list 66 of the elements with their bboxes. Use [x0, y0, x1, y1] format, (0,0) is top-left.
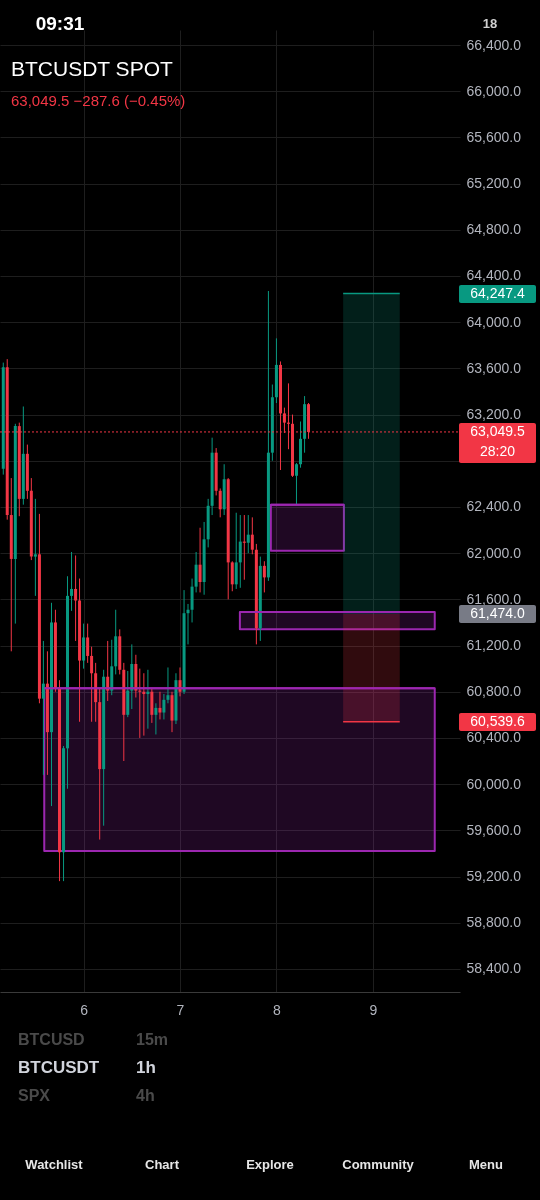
candlestick — [138, 668, 142, 739]
candlestick — [150, 687, 154, 724]
candlestick — [70, 551, 74, 612]
candlestick — [198, 527, 202, 593]
y-tick-label: 63,600.0 — [466, 359, 522, 376]
y-tick-label: 59,200.0 — [466, 868, 522, 885]
candlestick — [294, 462, 298, 506]
y-tick-label: 61,200.0 — [466, 637, 522, 654]
candlestick — [238, 514, 242, 589]
text: 64,247.4 — [470, 285, 525, 301]
y-tick-label: 58,400.0 — [466, 960, 522, 977]
y-tick-label: 63,200.0 — [466, 406, 522, 423]
text: 28:20 — [479, 442, 516, 459]
candlestick — [82, 623, 86, 670]
y-tick-label: 64,000.0 — [466, 313, 522, 330]
text: Community — [342, 1157, 415, 1172]
candlestick — [218, 487, 222, 518]
y-tick-label: 64,400.0 — [466, 267, 522, 284]
candlestick — [242, 514, 246, 581]
text: Explore — [246, 1157, 294, 1172]
candlestick — [250, 516, 254, 555]
y-tick-label: 60,400.0 — [466, 729, 522, 746]
y-tick-label: 65,200.0 — [466, 175, 522, 192]
y-tick-label: 59,600.0 — [466, 821, 522, 838]
y-tick-label: 60,000.0 — [466, 775, 522, 792]
text: SPX — [18, 1087, 51, 1104]
y-tick-label: 61,600.0 — [466, 590, 522, 607]
candlestick — [86, 623, 90, 664]
candlestick — [90, 646, 94, 723]
text: BTCUSD — [18, 1031, 85, 1048]
text: 15m — [136, 1031, 169, 1048]
text: Chart — [145, 1157, 180, 1172]
text: Watchlist — [25, 1157, 84, 1172]
ref-line-label: 63,049.5 — [470, 422, 525, 439]
x-tick-label: 9 — [369, 1001, 378, 1018]
candlestick — [234, 512, 238, 590]
candlestick — [41, 640, 45, 776]
x-tick-label: 8 — [273, 1001, 282, 1018]
candlestick — [33, 498, 37, 597]
text: 4h — [136, 1087, 155, 1104]
candlestick — [262, 560, 266, 593]
y-tick-label: 62,400.0 — [466, 498, 522, 515]
text: 1h — [136, 1058, 156, 1077]
text: 61,474.0 — [470, 605, 525, 621]
text: 18 — [482, 16, 498, 31]
x-tick-label: 6 — [80, 1001, 89, 1018]
text: BTCUSDT SPOT — [11, 57, 173, 80]
y-tick-label: 60,800.0 — [466, 683, 522, 700]
y-tick-label: 62,000.0 — [466, 544, 522, 561]
candlestick — [230, 560, 234, 592]
y-tick-label: 65,600.0 — [466, 128, 522, 145]
y-tick-label: 66,400.0 — [466, 36, 522, 53]
candlestick — [162, 693, 166, 720]
x-tick-label: 7 — [176, 1001, 185, 1018]
y-tick-label: 64,800.0 — [466, 221, 522, 238]
text: 60,539.6 — [470, 713, 525, 729]
annotation: 09:31 — [35, 13, 85, 34]
text: BTCUSDT — [18, 1058, 100, 1077]
candlestick — [74, 554, 78, 642]
y-tick-label: 66,000.0 — [466, 82, 522, 99]
candlestick — [246, 514, 250, 554]
y-tick-label: 58,800.0 — [466, 914, 522, 931]
text: Menu — [469, 1157, 504, 1172]
candlestick — [154, 702, 158, 735]
candlestick — [158, 691, 162, 720]
text: 63,049.5 −287.6 (−0.45%) — [11, 92, 186, 109]
